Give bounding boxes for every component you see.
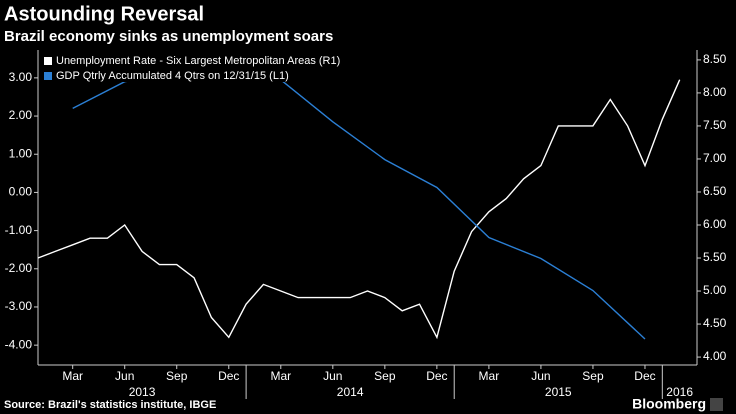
legend-swatch	[44, 72, 52, 80]
x-tick-label: Sep	[582, 369, 604, 383]
x-tick-label: Jun	[531, 369, 550, 383]
y-tick-label: 2.00	[9, 108, 33, 122]
chart-title: Astounding Reversal	[4, 3, 204, 25]
x-tick-label: Mar	[270, 369, 291, 383]
year-label: 2013	[129, 385, 156, 399]
y2-tick-label: 6.50	[703, 184, 727, 198]
x-tick-label: Jun	[115, 369, 134, 383]
chart-subtitle: Brazil economy sinks as unemployment soa…	[4, 28, 333, 45]
y-tick-label: 1.00	[9, 146, 33, 160]
year-label: 2015	[545, 385, 572, 399]
y2-tick-label: 7.00	[703, 151, 727, 165]
x-tick-label: Jun	[323, 369, 342, 383]
legend-label: Unemployment Rate - Six Largest Metropol…	[56, 55, 340, 67]
year-label: 2016	[666, 385, 693, 399]
y2-tick-label: 4.50	[703, 316, 727, 330]
y2-tick-label: 5.50	[703, 250, 727, 264]
year-label: 2014	[337, 385, 364, 399]
y-tick-label: -3.00	[5, 299, 33, 313]
source: Source: Brazil's statistics institute, I…	[4, 399, 216, 411]
y-tick-label: -4.00	[5, 337, 33, 351]
y-tick-label: 3.00	[9, 70, 33, 84]
y2-tick-label: 4.00	[703, 349, 727, 363]
brand-icon	[710, 398, 723, 411]
x-tick-label: Mar	[62, 369, 83, 383]
y2-tick-label: 6.00	[703, 217, 727, 231]
y2-tick-label: 8.50	[703, 52, 727, 66]
x-tick-label: Sep	[374, 369, 396, 383]
legend-swatch	[44, 57, 52, 65]
y-tick-label: -2.00	[5, 261, 33, 275]
legend-label: GDP Qtrly Accumulated 4 Qtrs on 12/31/15…	[56, 70, 289, 82]
x-tick-label: Mar	[479, 369, 500, 383]
brand: Bloomberg	[632, 396, 706, 412]
y-tick-label: 0.00	[9, 185, 33, 199]
series-line	[37, 79, 681, 340]
x-tick-label: Dec	[218, 369, 239, 383]
y2-tick-label: 5.00	[703, 283, 727, 297]
y-tick-label: -1.00	[5, 223, 33, 237]
x-tick-label: Dec	[634, 369, 655, 383]
legend-background	[40, 52, 362, 82]
x-tick-label: Sep	[166, 369, 188, 383]
y2-tick-label: 8.00	[703, 85, 727, 99]
x-tick-label: Dec	[426, 369, 447, 383]
y2-tick-label: 7.50	[703, 118, 727, 132]
